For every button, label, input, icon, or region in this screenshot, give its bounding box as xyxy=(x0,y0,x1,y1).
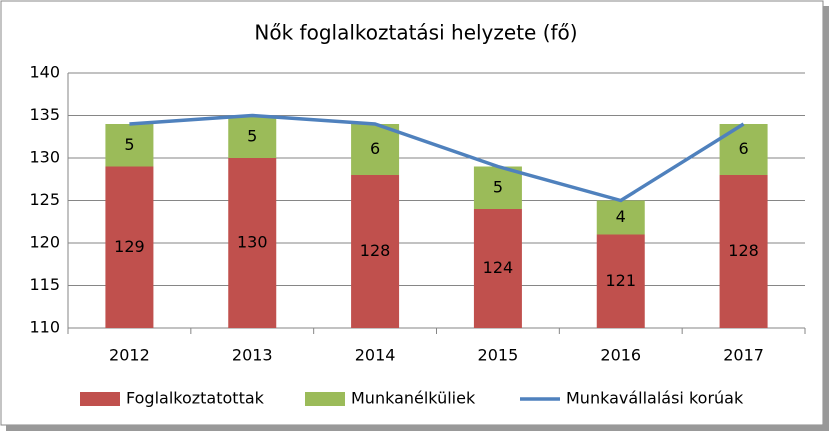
x-tick-label: 2013 xyxy=(232,346,273,365)
bar-segment xyxy=(105,166,154,328)
legend-label: Munkavállalási korúak xyxy=(566,389,744,408)
legend-swatch xyxy=(80,392,120,406)
y-tick-label: 140 xyxy=(29,63,60,82)
data-label: 121 xyxy=(605,271,636,290)
data-label: 5 xyxy=(124,135,134,154)
data-label: 4 xyxy=(616,207,626,226)
data-label: 129 xyxy=(114,237,145,256)
data-label: 130 xyxy=(237,233,268,252)
bar-segment xyxy=(351,175,400,328)
x-tick-label: 2016 xyxy=(600,346,641,365)
x-tick-label: 2017 xyxy=(723,346,764,365)
x-tick-label: 2012 xyxy=(109,346,150,365)
x-tick-label: 2015 xyxy=(478,346,519,365)
legend-swatch xyxy=(305,392,345,406)
line-series xyxy=(129,113,745,203)
y-tick-label: 135 xyxy=(29,105,60,124)
bar-segment xyxy=(105,124,154,167)
y-tick-label: 130 xyxy=(29,148,60,167)
bar-segment xyxy=(228,158,277,328)
data-label: 128 xyxy=(360,241,391,260)
data-label: 6 xyxy=(738,139,748,158)
bar-segment xyxy=(473,209,522,328)
legend-label: Munkanélküliek xyxy=(351,389,476,408)
frame-shadow xyxy=(823,6,829,430)
chart-title: Nők foglalkoztatási helyzete (fő) xyxy=(254,21,577,45)
data-label: 128 xyxy=(728,241,759,260)
x-tick-label: 2014 xyxy=(355,346,396,365)
y-tick-label: 125 xyxy=(29,190,60,209)
data-label: 5 xyxy=(493,177,503,196)
bar-segment xyxy=(228,115,277,158)
bar-segment xyxy=(473,166,522,209)
frame-shadow xyxy=(6,425,829,431)
y-tick-label: 110 xyxy=(29,318,60,337)
bar-segment xyxy=(719,175,768,328)
y-tick-label: 115 xyxy=(29,275,60,294)
data-label: 124 xyxy=(483,258,514,277)
bar-segment xyxy=(596,234,645,328)
bar-segment xyxy=(596,200,645,235)
data-label: 6 xyxy=(370,139,380,158)
data-label: 5 xyxy=(247,126,257,145)
legend-label: Foglalkoztatottak xyxy=(126,389,265,408)
bar-segment xyxy=(351,124,400,175)
y-tick-label: 120 xyxy=(29,233,60,252)
